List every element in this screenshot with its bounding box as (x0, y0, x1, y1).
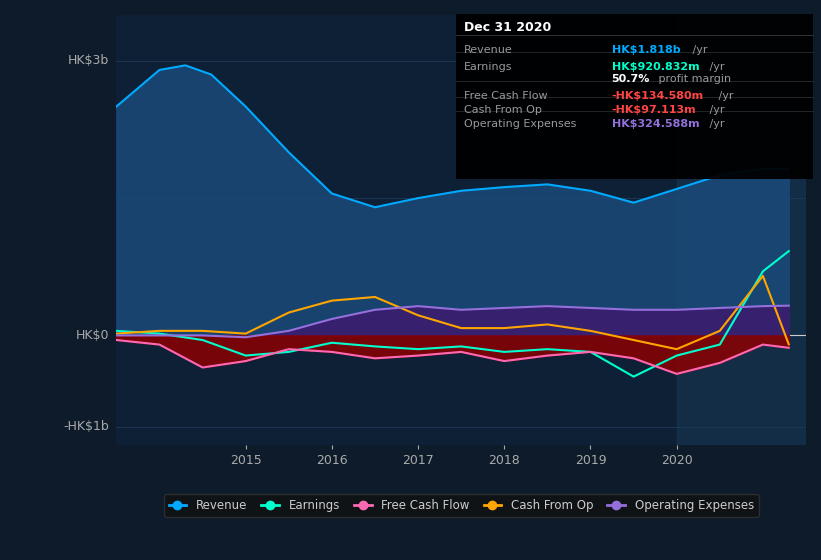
Text: HK$0: HK$0 (76, 329, 109, 342)
Text: /yr: /yr (707, 105, 725, 115)
Text: -HK$1b: -HK$1b (64, 421, 109, 433)
Text: /yr: /yr (707, 62, 725, 72)
Text: -HK$97.113m: -HK$97.113m (612, 105, 696, 115)
Text: Earnings: Earnings (464, 62, 512, 72)
Bar (677, 15, 806, 445)
Text: profit margin: profit margin (655, 74, 731, 85)
Text: Cash From Op: Cash From Op (464, 105, 542, 115)
Legend: Revenue, Earnings, Free Cash Flow, Cash From Op, Operating Expenses: Revenue, Earnings, Free Cash Flow, Cash … (164, 494, 759, 517)
Text: 50.7%: 50.7% (612, 74, 650, 85)
Text: HK$3b: HK$3b (68, 54, 109, 67)
Text: Revenue: Revenue (464, 45, 512, 55)
Text: -HK$134.580m: -HK$134.580m (612, 91, 704, 101)
Text: /yr: /yr (715, 91, 734, 101)
Text: /yr: /yr (707, 119, 725, 129)
Text: HK$324.588m: HK$324.588m (612, 119, 699, 129)
Text: Dec 31 2020: Dec 31 2020 (464, 21, 551, 34)
Text: HK$1.818b: HK$1.818b (612, 45, 681, 55)
Text: Operating Expenses: Operating Expenses (464, 119, 576, 129)
Text: /yr: /yr (690, 45, 708, 55)
Text: Free Cash Flow: Free Cash Flow (464, 91, 548, 101)
Text: HK$920.832m: HK$920.832m (612, 62, 699, 72)
